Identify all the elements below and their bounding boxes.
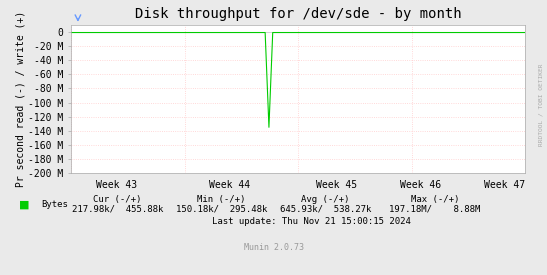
Text: Week 46: Week 46 xyxy=(400,180,441,190)
Text: RRDTOOL / TOBI OETIKER: RRDTOOL / TOBI OETIKER xyxy=(538,63,543,146)
Text: Week 47: Week 47 xyxy=(484,180,525,190)
Text: Week 45: Week 45 xyxy=(316,180,357,190)
Text: Max (-/+): Max (-/+) xyxy=(411,195,459,204)
Text: Avg (-/+): Avg (-/+) xyxy=(301,195,350,204)
Text: ■: ■ xyxy=(19,200,30,210)
Text: Munin 2.0.73: Munin 2.0.73 xyxy=(243,243,304,252)
Text: 150.18k/  295.48k: 150.18k/ 295.48k xyxy=(176,205,267,213)
Text: Last update: Thu Nov 21 15:00:15 2024: Last update: Thu Nov 21 15:00:15 2024 xyxy=(212,217,411,226)
Title: Disk throughput for /dev/sde - by month: Disk throughput for /dev/sde - by month xyxy=(135,7,462,21)
Y-axis label: Pr second read (-) / write (+): Pr second read (-) / write (+) xyxy=(15,11,26,187)
Text: 645.93k/  538.27k: 645.93k/ 538.27k xyxy=(280,205,371,213)
Text: Week 43: Week 43 xyxy=(96,180,137,190)
Text: Week 44: Week 44 xyxy=(210,180,251,190)
Text: 197.18M/    8.88M: 197.18M/ 8.88M xyxy=(389,205,481,213)
Text: Bytes: Bytes xyxy=(41,200,68,209)
Text: Min (-/+): Min (-/+) xyxy=(197,195,246,204)
Text: 217.98k/  455.88k: 217.98k/ 455.88k xyxy=(72,205,164,213)
Text: Cur (-/+): Cur (-/+) xyxy=(94,195,142,204)
